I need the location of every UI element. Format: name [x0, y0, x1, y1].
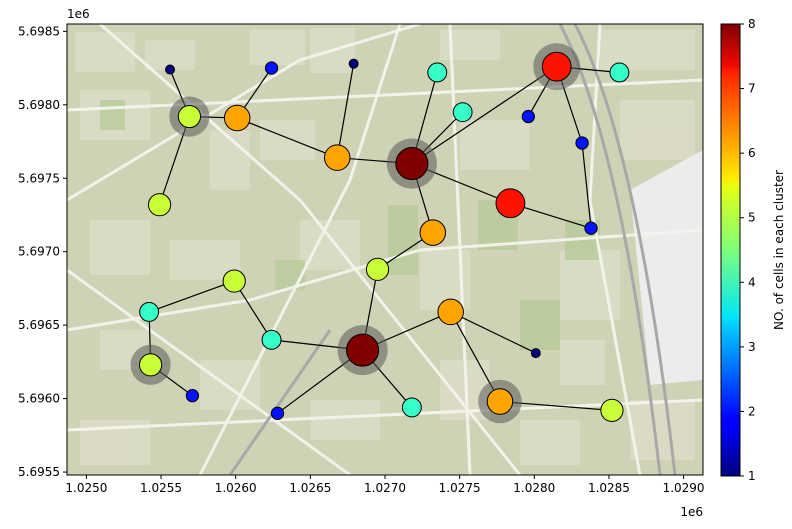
cluster-edge — [336, 63, 355, 158]
cluster-edge — [411, 66, 558, 165]
cluster-point — [270, 406, 285, 420]
cluster-edge — [236, 117, 338, 159]
cluster-point — [452, 102, 473, 123]
colorbar-tick-label: 7 — [748, 82, 756, 96]
cluster-point — [177, 104, 202, 129]
cluster-edge — [450, 311, 537, 354]
cluster-point — [521, 109, 535, 124]
cluster-point — [346, 333, 380, 367]
y-tick-label: 5.6955 — [18, 465, 60, 479]
cluster-point — [584, 221, 598, 235]
cluster-point — [609, 62, 630, 83]
cluster-point — [530, 348, 541, 359]
cluster-point — [139, 353, 163, 377]
cluster-point — [139, 301, 160, 322]
cluster-point — [401, 397, 422, 418]
x-tick-label: 1.0290 — [663, 481, 705, 495]
cluster-point — [365, 257, 390, 281]
y-tick-label: 5.6985 — [18, 24, 60, 38]
colorbar-tick-label: 4 — [748, 275, 756, 289]
x-offset-label: 1e6 — [680, 505, 703, 519]
colorbar-ticks: 1 2 3 4 5 6 7 8 — [740, 17, 756, 483]
cluster-point — [165, 64, 176, 75]
cluster-point — [575, 136, 589, 150]
colorbar: 1 2 3 4 5 6 7 8 NO. of cells in each cluster — [720, 17, 786, 483]
cluster-point — [323, 144, 351, 171]
x-axis-ticks: 1.0250 1.0255 1.0260 1.0265 1.0270 1.0275 1.02… — [65, 475, 705, 495]
cluster-point — [261, 329, 282, 350]
colorbar-gradient — [720, 23, 741, 477]
y-tick-label: 5.6960 — [18, 392, 60, 406]
cluster-point — [395, 147, 429, 181]
colorbar-tick-label: 6 — [748, 146, 756, 160]
cluster-edge — [581, 142, 592, 229]
cluster-point — [222, 269, 246, 293]
colorbar-label: NO. of cells in each cluster — [772, 170, 786, 330]
y-tick-label: 5.6980 — [18, 98, 60, 112]
x-tick-label: 1.0250 — [65, 481, 107, 495]
cluster-edge — [148, 280, 235, 313]
x-tick-label: 1.0260 — [215, 481, 257, 495]
colorbar-tick-label: 5 — [748, 211, 756, 225]
y-tick-label: 5.6965 — [18, 318, 60, 332]
x-tick-label: 1.0280 — [513, 481, 555, 495]
cluster-point — [223, 104, 251, 132]
cluster-point — [495, 188, 526, 219]
cluster-point — [264, 61, 279, 75]
basemap-blocks — [75, 28, 695, 465]
colorbar-tick-label: 1 — [748, 469, 756, 483]
x-tick-label: 1.0275 — [439, 481, 481, 495]
cluster-point — [486, 388, 514, 415]
cluster-point — [147, 193, 172, 217]
cluster-point — [600, 398, 624, 422]
basemap-rail-yard — [630, 150, 703, 385]
cluster-point — [419, 219, 447, 246]
y-tick-label: 5.6970 — [18, 245, 60, 259]
y-tick-label: 5.6975 — [18, 171, 60, 185]
y-offset-label: 1e6 — [67, 7, 90, 21]
cluster-nodes — [139, 51, 630, 422]
cluster-point — [348, 58, 359, 69]
y-axis-ticks: 5.6955 5.6960 5.6965 5.6970 5.6975 5.6980 5.69… — [18, 24, 67, 479]
x-tick-label: 1.0285 — [588, 481, 630, 495]
cluster-point — [437, 298, 464, 326]
colorbar-tick-label: 2 — [748, 404, 756, 418]
x-tick-label: 1.0265 — [289, 481, 331, 495]
cluster-point — [541, 51, 572, 82]
x-tick-label: 1.0270 — [364, 481, 406, 495]
x-tick-label: 1.0255 — [140, 481, 182, 495]
cluster-point — [185, 389, 200, 403]
basemap — [67, 24, 703, 475]
colorbar-tick-label: 3 — [748, 340, 756, 354]
cluster-edge — [233, 280, 273, 341]
colorbar-tick-label: 8 — [748, 17, 756, 31]
cluster-point — [427, 62, 448, 83]
